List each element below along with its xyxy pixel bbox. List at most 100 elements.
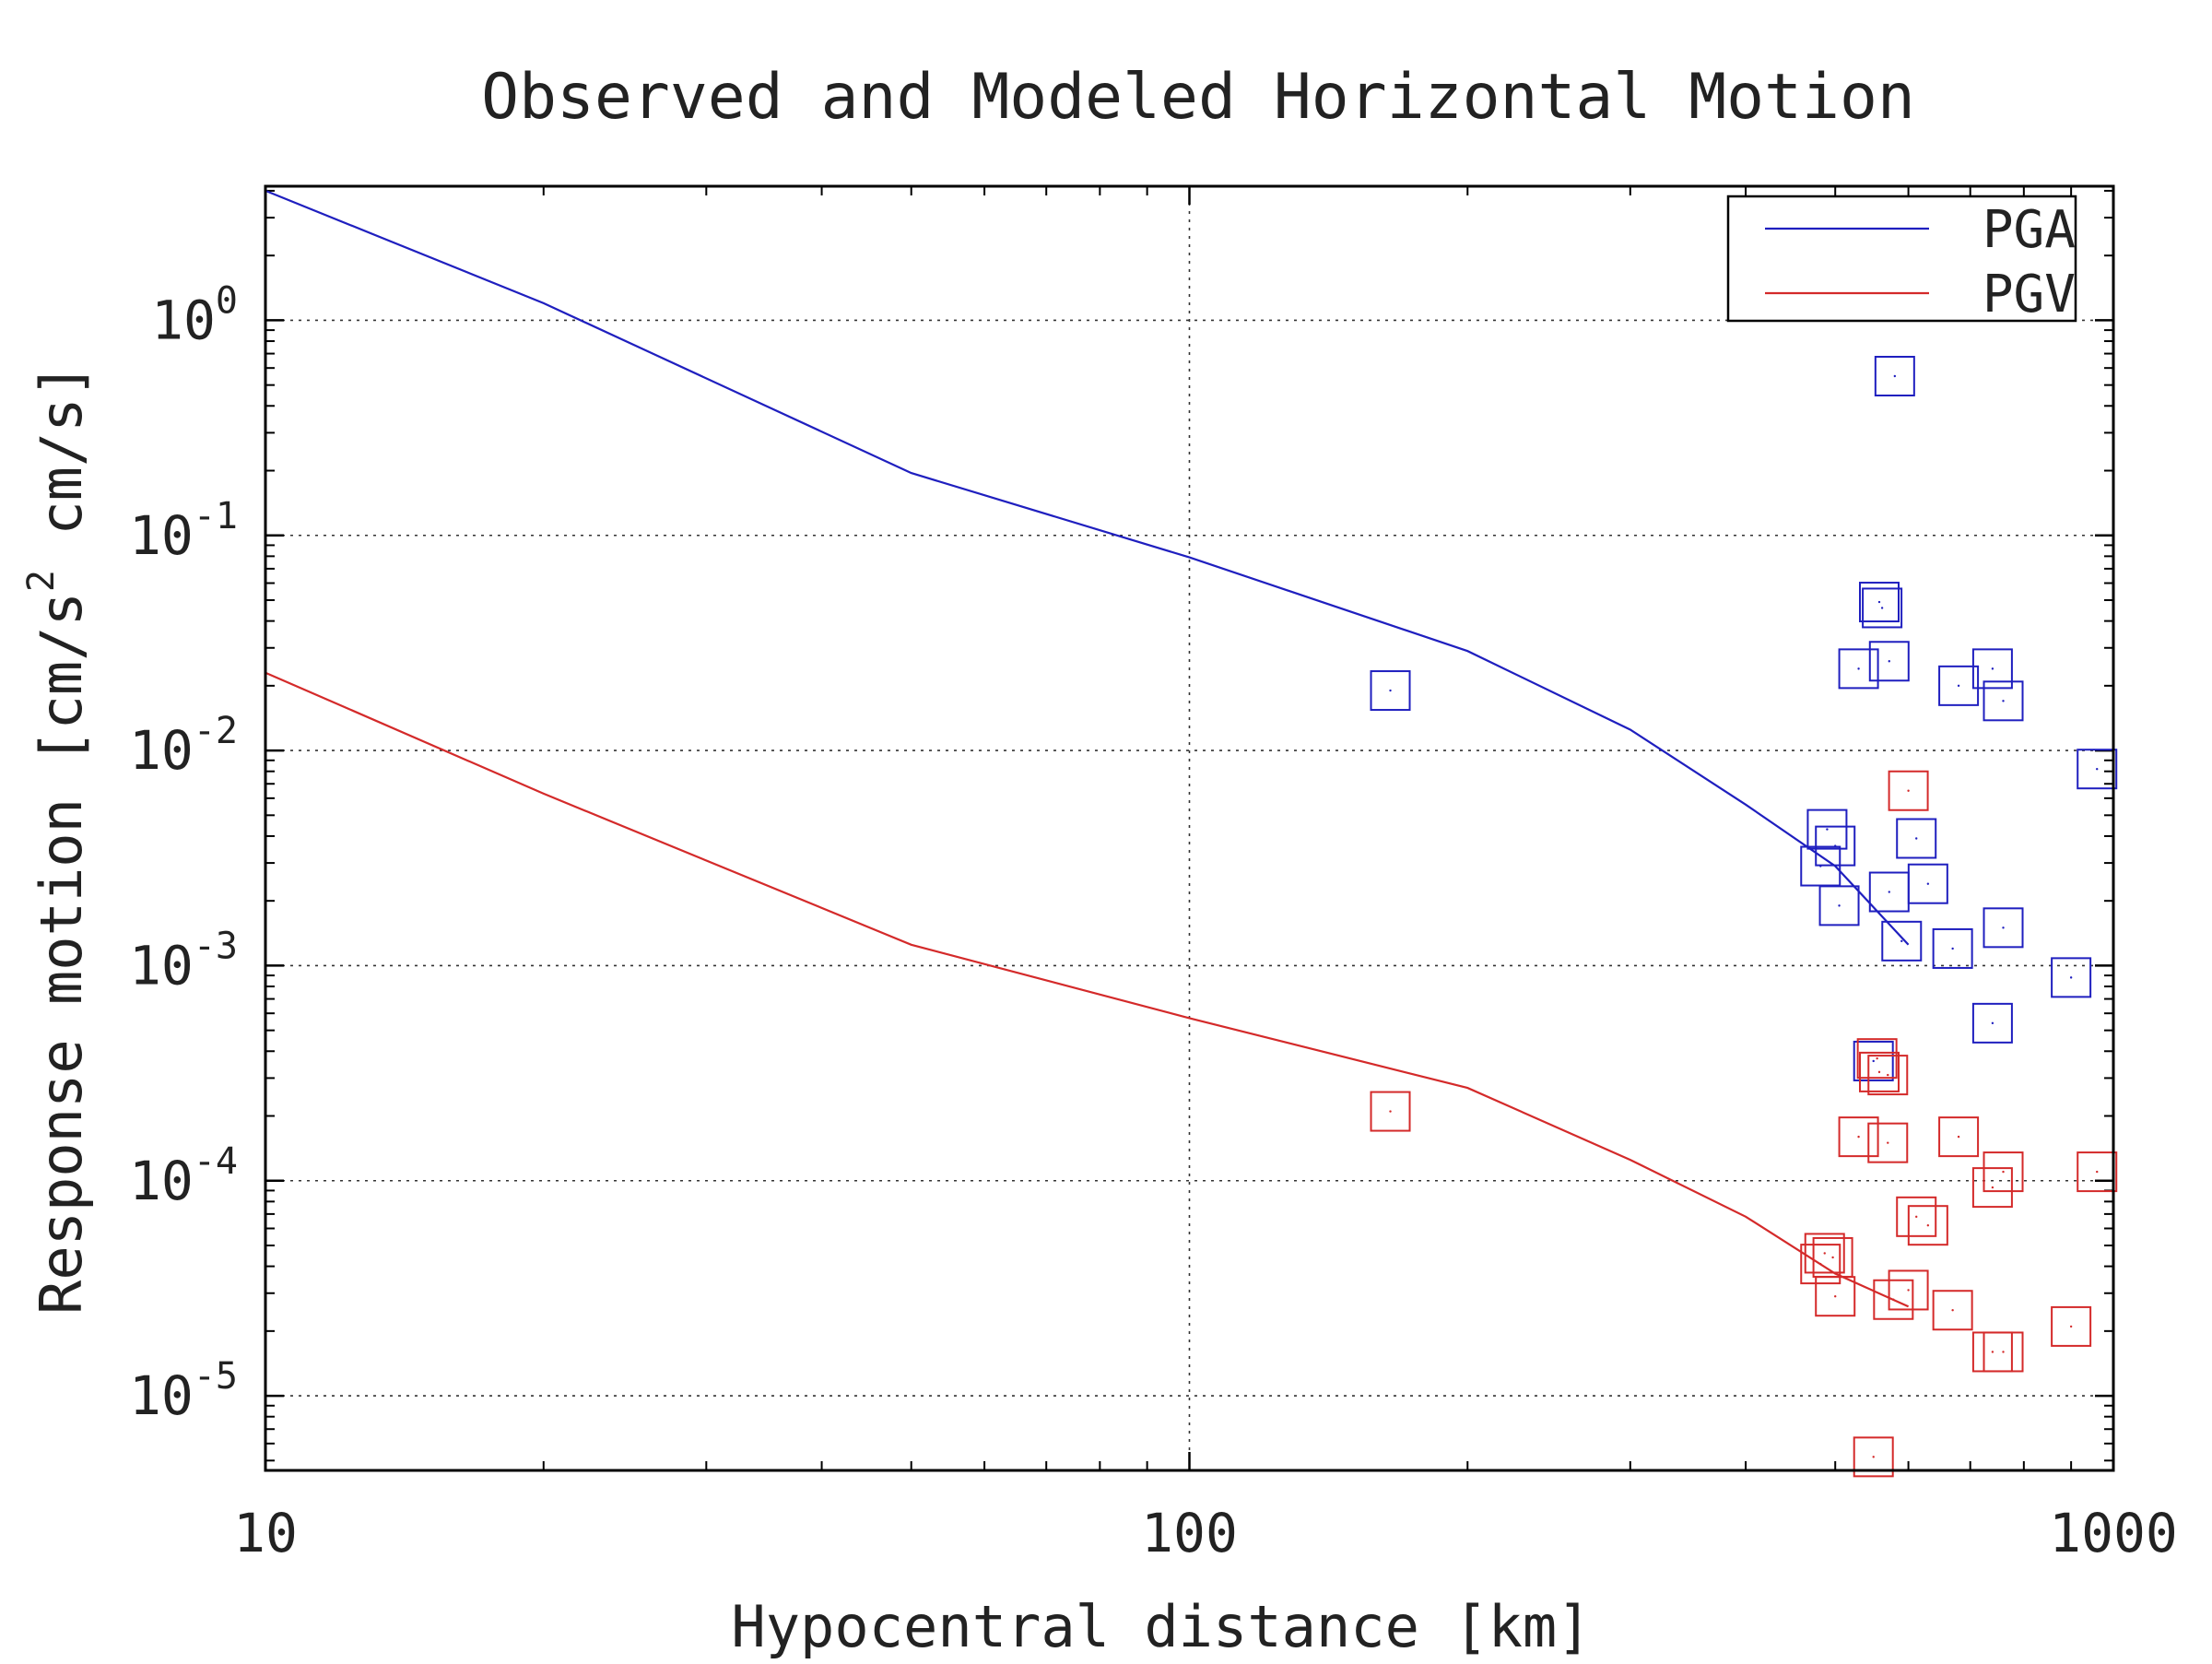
y-tick-label-exponent: 0 — [216, 279, 238, 322]
y-tick-label-exponent: -4 — [194, 1140, 238, 1183]
pga-observed-marker — [1838, 648, 1879, 690]
pgv-observed-point — [1907, 1289, 1910, 1292]
x-tick-label: 1000 — [2049, 1502, 2178, 1564]
pgv-observed-marker — [1859, 1051, 1900, 1092]
pga-observed-marker — [1881, 920, 1923, 962]
y-tick-label-base: 10 — [129, 1150, 194, 1212]
pga-observed-point — [2096, 767, 2099, 771]
pga-observed-marker — [1896, 818, 1937, 859]
y-axis-label-tail: cm/s] — [28, 363, 95, 570]
pga-observed-marker — [1868, 641, 1910, 682]
legend-label-pga: PGA — [1983, 200, 2076, 260]
pga-observed-point — [1951, 947, 1954, 950]
pgv-observed-marker — [1932, 1290, 1973, 1331]
pga-observed-marker — [1938, 665, 1980, 706]
y-tick-label-base: 10 — [129, 719, 194, 782]
x-tick-label: 10 — [233, 1502, 298, 1564]
data-series — [265, 189, 2118, 1478]
pgv-observed-marker — [1815, 1276, 1856, 1317]
pgv-observed-point — [1907, 789, 1910, 792]
y-tick-label-base: 10 — [129, 934, 194, 997]
pga-observed-point — [1877, 600, 1881, 604]
pga-observed-point — [1926, 882, 1930, 885]
pga-observed-marker — [1983, 907, 2024, 949]
pga-observed-marker — [1859, 582, 1900, 623]
pga-observed-marker — [1874, 356, 1915, 397]
pgv-observed-marker — [1888, 1269, 1929, 1311]
y-tick-label: 10-1 — [129, 495, 238, 567]
pgv-observed-point — [1991, 1351, 1994, 1353]
pga-observed-marker — [1983, 680, 2024, 722]
y-axis-label: Response motion [cm/s2 cm/s] — [20, 363, 95, 1315]
pgv-observed-point — [1991, 1186, 1994, 1189]
chart-title: Observed and Modeled Horizontal Motion — [481, 61, 1915, 134]
y-tick-label-exponent: -2 — [194, 710, 238, 752]
pgv-observed-marker — [1907, 1205, 1948, 1246]
pga-series — [265, 189, 2118, 1081]
pgv-observed-marker — [1971, 1167, 2013, 1209]
pga-observed-point — [2002, 926, 2005, 929]
pgv-observed-marker — [1983, 1151, 2024, 1193]
y-tick-label-base: 10 — [129, 1364, 194, 1427]
pgv-observed-point — [2002, 1170, 2005, 1174]
pgv-observed-point — [1951, 1309, 1954, 1312]
pgv-observed-point — [1887, 1141, 1889, 1144]
pgv-observed-point — [1887, 1073, 1889, 1077]
y-tick-label-exponent: -3 — [194, 925, 238, 967]
pga-observed-point — [1826, 828, 1829, 831]
pga-observed-point — [1915, 837, 1918, 840]
pgv-observed-point — [1915, 1215, 1918, 1219]
y-tick-label: 10-4 — [129, 1140, 238, 1212]
pgv-observed-point — [1957, 1135, 1960, 1139]
pgv-observed-marker — [2051, 1305, 2092, 1347]
pga-observed-point — [1888, 660, 1890, 663]
legend-label-pgv: PGV — [1983, 265, 2076, 325]
pgv-observed-point — [2096, 1170, 2099, 1174]
pga-observed-point — [2069, 976, 2073, 979]
pga-observed-point — [1838, 904, 1841, 907]
pgv-observed-point — [1926, 1223, 1930, 1227]
pga-observed-point — [1819, 865, 1822, 867]
pga-observed-point — [1880, 607, 1884, 609]
y-tick-label: 10-2 — [129, 710, 238, 782]
plot-frame — [264, 184, 2115, 1472]
pga-observed-point — [2002, 700, 2005, 702]
pga-observed-point — [1857, 667, 1860, 670]
pgv-observed-marker — [1853, 1436, 1894, 1478]
pga-observed-marker — [1370, 670, 1411, 712]
pgv-observed-point — [2002, 1351, 2005, 1353]
pga-observed-point — [1957, 684, 1960, 688]
y-tick-label: 10-5 — [129, 1355, 238, 1427]
pgv-observed-point — [1877, 1070, 1881, 1074]
pgv-observed-marker — [1804, 1233, 1845, 1274]
pgv-observed-point — [1892, 1298, 1895, 1301]
pgv-observed-marker — [1838, 1116, 1879, 1158]
pga-observed-marker — [2077, 749, 2118, 790]
pga-observed-marker — [1862, 587, 1903, 629]
y-tick-label: 100 — [151, 279, 238, 351]
legend-box — [1726, 195, 2077, 323]
pga-observed-point — [1991, 1021, 1994, 1025]
pga-observed-marker — [1853, 1040, 1894, 1081]
pga-observed-point — [1900, 939, 1903, 943]
y-axis-label-main: Response motion [cm/s — [28, 592, 95, 1315]
x-tick-label: 100 — [1141, 1502, 1238, 1564]
x-axis-label: Hypocentral distance [km] — [731, 1593, 1591, 1659]
y-tick-label-exponent: -1 — [194, 495, 238, 537]
pga-model-line — [265, 189, 1910, 946]
pga-observed-marker — [1932, 927, 1973, 969]
pga-observed-marker — [1806, 808, 1848, 850]
y-tick-label-exponent: -5 — [194, 1355, 238, 1398]
pgv-observed-marker — [1370, 1091, 1411, 1132]
pgv-observed-point — [1834, 1294, 1837, 1298]
pga-observed-marker — [1971, 1002, 2013, 1044]
pgv-observed-marker — [1800, 1244, 1841, 1285]
pga-observed-point — [1888, 891, 1890, 893]
pgv-observed-point — [1857, 1135, 1860, 1139]
pgv-model-line — [265, 671, 1910, 1308]
pga-observed-point — [1893, 374, 1897, 378]
pgv-observed-point — [2069, 1325, 2073, 1328]
